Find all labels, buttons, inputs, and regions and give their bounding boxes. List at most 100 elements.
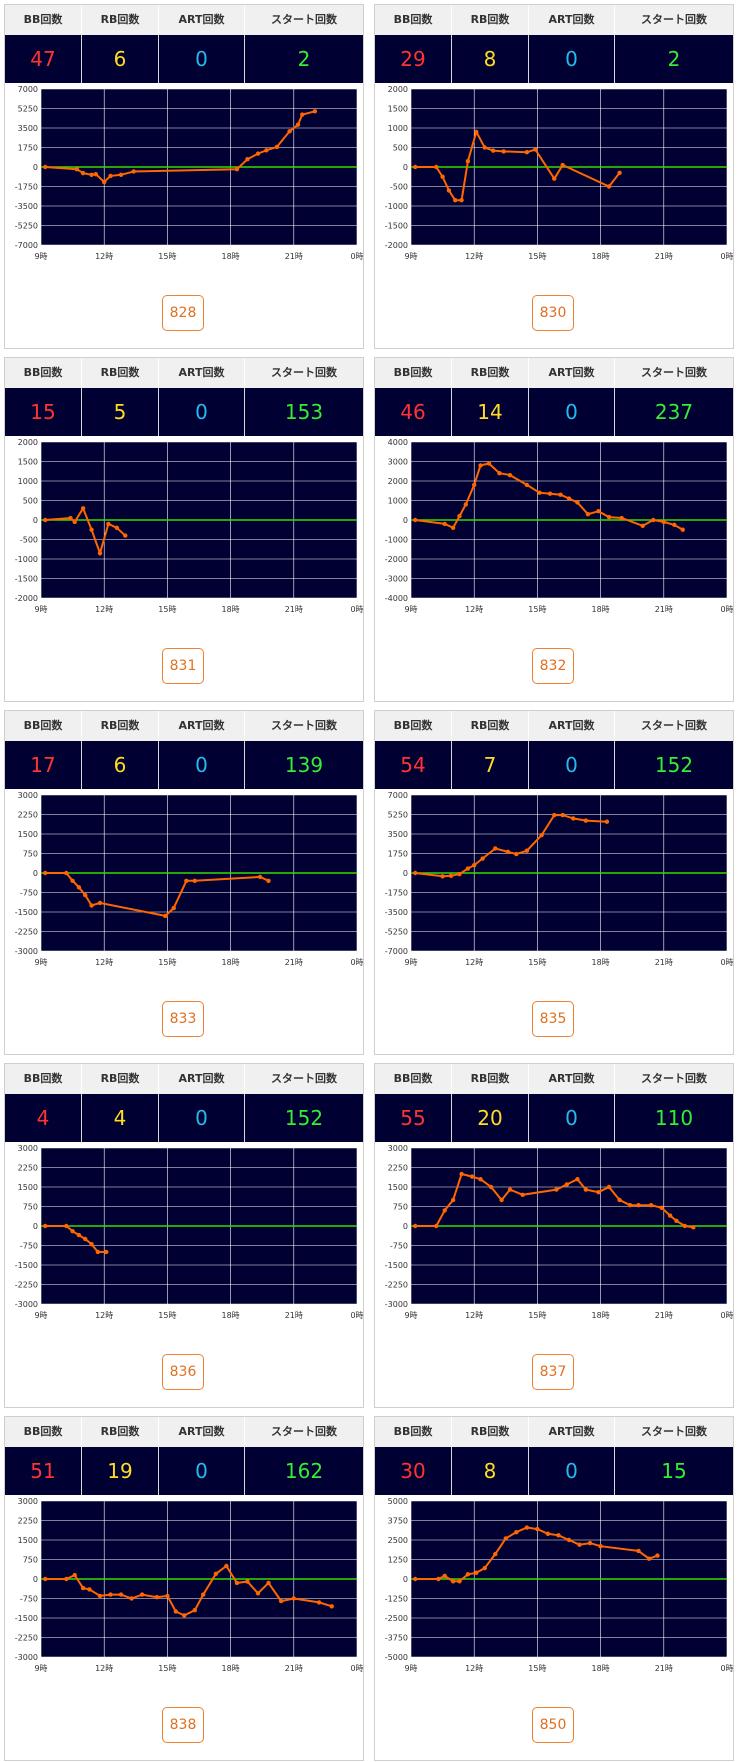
header-art: ART回数 xyxy=(529,5,615,35)
header-rb: RB回数 xyxy=(452,711,529,741)
data-point xyxy=(43,870,48,876)
data-point xyxy=(80,506,86,511)
y-tick-label: 1500 xyxy=(388,105,408,114)
machine-number-button[interactable]: 838 xyxy=(162,1707,204,1743)
y-tick-label: 0 xyxy=(33,1222,38,1231)
header-bb: BB回数 xyxy=(5,1417,82,1447)
data-point xyxy=(173,1609,179,1614)
stats-values: 54 7 0 152 xyxy=(375,741,733,789)
y-tick-label: -2500 xyxy=(385,1614,408,1623)
data-point xyxy=(539,832,544,838)
data-point xyxy=(661,519,666,525)
data-point xyxy=(486,461,492,466)
data-point xyxy=(674,1218,679,1223)
value-rb: 5 xyxy=(82,388,159,436)
stats-values: 29 8 0 2 xyxy=(375,35,733,83)
data-point xyxy=(72,1572,77,1578)
x-tick-label: 9時 xyxy=(34,252,47,261)
y-tick-label: 2500 xyxy=(388,1536,408,1545)
data-point xyxy=(474,1570,479,1575)
data-point xyxy=(163,913,168,919)
machine-number-button[interactable]: 830 xyxy=(532,295,574,331)
x-tick-label: 15時 xyxy=(158,605,176,614)
data-point xyxy=(488,1184,494,1190)
y-tick-label: -5250 xyxy=(15,222,38,231)
data-point xyxy=(291,1596,296,1601)
data-point xyxy=(655,1553,660,1558)
x-tick-label: 9時 xyxy=(404,605,417,614)
slump-chart: 5000 3750 2500 1250 0 -1250 -2500 -3750 -5000 9時 1… xyxy=(385,1497,733,1673)
y-tick-label: 2000 xyxy=(388,477,408,486)
machine-number-button[interactable]: 828 xyxy=(162,295,204,331)
y-tick-label: 0 xyxy=(33,1575,38,1584)
y-tick-label: 0 xyxy=(403,869,408,878)
value-start: 15 xyxy=(661,1459,687,1483)
y-tick-label: -5250 xyxy=(385,928,408,937)
x-tick-label: 12時 xyxy=(465,605,483,614)
machine-number-button[interactable]: 831 xyxy=(162,648,204,684)
data-point xyxy=(478,463,483,468)
data-point xyxy=(585,511,591,517)
data-point xyxy=(114,525,120,530)
x-tick-label: 15時 xyxy=(528,252,546,261)
machine-card: BB回数 RB回数 ART回数 スタート回数 4 4 0 152 3000 2250 1500 750… xyxy=(4,1063,364,1408)
stats-header: BB回数 RB回数 ART回数 スタート回数 xyxy=(375,5,733,35)
data-point xyxy=(83,892,88,898)
header-art: ART回数 xyxy=(529,358,615,388)
value-rb: 20 xyxy=(452,1094,529,1142)
x-tick-label: 9時 xyxy=(34,605,47,614)
slump-chart: 7000 5250 3500 1750 0 -1750 -3500 -5250 -7000 9時 1… xyxy=(385,791,733,967)
data-point xyxy=(524,482,530,488)
machine-number-button[interactable]: 836 xyxy=(162,1354,204,1390)
data-point xyxy=(76,885,82,890)
data-point xyxy=(596,509,601,514)
header-rb: RB回数 xyxy=(82,1417,159,1447)
data-point xyxy=(234,167,240,172)
data-point xyxy=(450,1579,456,1584)
x-tick-label: 18時 xyxy=(592,252,610,261)
data-point xyxy=(474,129,479,135)
data-point xyxy=(524,848,530,853)
machine-number-button[interactable]: 837 xyxy=(532,1354,574,1390)
y-tick-label: 1000 xyxy=(388,497,408,506)
x-tick-label: 21時 xyxy=(655,958,673,967)
stats-header: BB回数 RB回数 ART回数 スタート回数 xyxy=(5,1417,363,1447)
header-bb: BB回数 xyxy=(5,711,82,741)
y-tick-label: -1500 xyxy=(385,222,408,231)
data-point xyxy=(182,1613,187,1618)
machine-card: BB回数 RB回数 ART回数 スタート回数 51 19 0 162 3000 2250 1500 7… xyxy=(4,1416,364,1761)
data-point xyxy=(672,522,677,528)
x-tick-label: 12時 xyxy=(95,1664,113,1673)
data-point xyxy=(533,147,538,152)
y-tick-label: 3000 xyxy=(18,1497,38,1506)
stats-values: 15 5 0 153 xyxy=(5,388,363,436)
y-tick-label: 1500 xyxy=(18,1536,38,1545)
y-tick-label: -750 xyxy=(20,1595,38,1604)
machine-number-button[interactable]: 835 xyxy=(532,1001,574,1037)
y-tick-label: 1500 xyxy=(18,458,38,467)
data-point xyxy=(507,1187,513,1192)
y-tick-label: -7000 xyxy=(385,947,408,956)
header-art: ART回数 xyxy=(159,1417,245,1447)
data-point xyxy=(64,1223,69,1229)
data-point xyxy=(192,878,197,883)
data-point xyxy=(108,1592,113,1597)
data-point xyxy=(184,878,189,883)
y-tick-label: -3000 xyxy=(15,1653,38,1662)
x-tick-label: 21時 xyxy=(285,252,303,261)
data-point xyxy=(70,878,75,883)
machine-card: BB回数 RB回数 ART回数 スタート回数 17 6 0 139 3000 2250 1500 75… xyxy=(4,710,364,1055)
data-point xyxy=(255,151,261,156)
data-point xyxy=(583,818,589,823)
y-tick-label: 1500 xyxy=(18,1183,38,1192)
machine-number-button[interactable]: 850 xyxy=(532,1707,574,1743)
y-tick-label: -3500 xyxy=(15,202,38,211)
data-point xyxy=(463,502,468,507)
machine-number-button[interactable]: 833 xyxy=(162,1001,204,1037)
value-art: 0 xyxy=(159,1094,245,1142)
data-point xyxy=(457,871,462,877)
machine-number-button[interactable]: 832 xyxy=(532,648,574,684)
x-tick-label: 9時 xyxy=(404,1311,417,1320)
x-tick-label: 15時 xyxy=(158,1664,176,1673)
header-bb: BB回数 xyxy=(375,1417,452,1447)
